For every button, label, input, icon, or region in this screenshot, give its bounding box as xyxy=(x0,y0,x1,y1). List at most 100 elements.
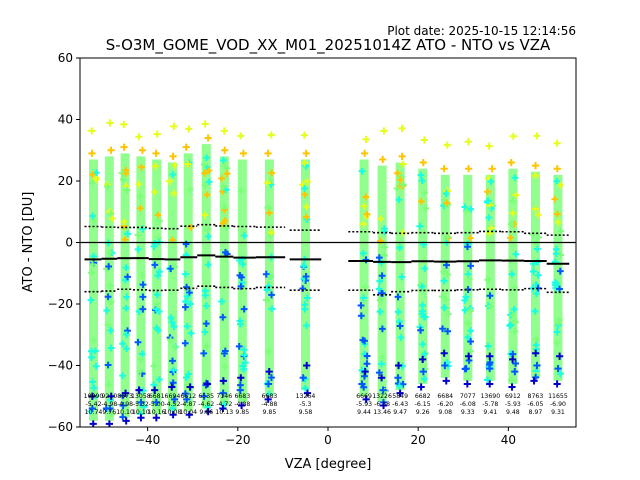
data-point xyxy=(303,203,310,211)
data-point xyxy=(363,352,371,360)
data-point xyxy=(137,355,145,363)
data-point xyxy=(171,343,179,351)
data-point xyxy=(511,318,519,325)
bin-stat-n: 6669 xyxy=(356,393,372,400)
data-point xyxy=(124,273,131,281)
data-point xyxy=(92,362,100,370)
vza-bin-15 xyxy=(416,136,430,391)
data-point xyxy=(268,374,275,381)
vza-bin-3 xyxy=(134,133,148,422)
data-point xyxy=(151,188,158,196)
data-point xyxy=(360,202,368,210)
data-point xyxy=(443,199,451,207)
data-point xyxy=(267,272,275,280)
bin-stat-n: 8673 xyxy=(117,393,133,400)
data-point xyxy=(394,308,402,316)
bin-stat-m: -6.43 xyxy=(392,401,408,408)
vza-bin-4 xyxy=(150,130,163,422)
outlier-point xyxy=(88,404,96,413)
x-tick-label: 40 xyxy=(501,433,516,447)
bin-stat-s: 9.44 xyxy=(357,409,371,416)
data-point xyxy=(182,374,190,381)
bin-core xyxy=(89,159,99,421)
data-point xyxy=(442,190,450,197)
data-point xyxy=(557,181,564,189)
data-point xyxy=(134,231,142,239)
bin-stat-m: -5.93 xyxy=(356,401,372,408)
data-point xyxy=(554,210,561,218)
outlier-point xyxy=(302,149,310,157)
data-point xyxy=(240,365,248,373)
bin-core xyxy=(183,153,193,412)
data-point xyxy=(375,369,383,377)
data-point xyxy=(169,404,177,412)
outlier-point xyxy=(88,392,96,400)
outlier-point xyxy=(137,414,145,422)
data-point xyxy=(395,196,403,204)
data-point xyxy=(268,169,276,177)
data-point xyxy=(154,234,162,242)
data-point xyxy=(557,227,565,235)
data-point xyxy=(268,291,275,299)
bin-stat-m: -4.87 xyxy=(180,401,196,408)
bin-stat-m: -4.88 xyxy=(234,401,250,408)
outlier-point xyxy=(394,361,403,370)
outlier-point xyxy=(122,417,130,425)
bin-stat-n: 6694 xyxy=(165,393,181,400)
outlier-point xyxy=(237,132,245,140)
data-point xyxy=(556,267,564,275)
bin-stat-m: -5.32 xyxy=(133,401,149,408)
data-point xyxy=(122,264,130,272)
y-tick-label: 0 xyxy=(65,236,73,250)
data-point xyxy=(181,339,189,347)
data-point xyxy=(90,384,98,392)
data-point xyxy=(183,283,190,291)
outlier-point xyxy=(465,352,473,360)
outlier-point xyxy=(204,134,212,142)
data-point xyxy=(88,354,95,361)
data-point xyxy=(139,281,147,289)
vza-bin-12 xyxy=(357,135,371,403)
data-point xyxy=(512,360,520,367)
outlier-point xyxy=(511,368,519,376)
vza-bin-7 xyxy=(200,120,213,416)
outlier-point xyxy=(361,149,369,157)
data-point xyxy=(105,263,113,270)
vza-bin-2 xyxy=(118,120,131,425)
data-point xyxy=(88,269,95,277)
data-point xyxy=(107,282,115,290)
data-point xyxy=(218,298,226,305)
y-tick-label: 20 xyxy=(58,174,73,188)
data-point xyxy=(442,296,450,303)
data-point xyxy=(182,270,189,278)
data-point xyxy=(394,169,401,177)
bin-stat-n: 5849 xyxy=(392,393,408,400)
outlier-point xyxy=(152,398,160,406)
outlier-point xyxy=(361,368,369,376)
data-point xyxy=(134,338,142,346)
data-point xyxy=(509,209,517,217)
x-tick-label: −40 xyxy=(135,433,160,447)
outlier-point xyxy=(185,125,193,133)
data-point xyxy=(153,291,161,299)
data-point xyxy=(170,323,178,330)
outlier-point xyxy=(107,146,115,154)
data-point xyxy=(511,327,519,335)
data-point xyxy=(119,340,127,348)
x-axis-label: VZA [degree] xyxy=(285,457,372,472)
data-point xyxy=(238,273,245,281)
vza-bin-13 xyxy=(375,127,389,410)
data-point xyxy=(138,272,146,279)
data-point xyxy=(104,361,112,369)
bin-stat-s: 9.85 xyxy=(235,409,249,416)
data-point xyxy=(150,362,158,370)
data-point xyxy=(484,197,492,205)
data-point xyxy=(300,262,308,270)
data-point xyxy=(532,281,540,289)
data-point xyxy=(268,305,276,313)
data-point xyxy=(221,363,229,370)
outlier-point xyxy=(553,380,561,388)
data-point xyxy=(223,224,230,232)
bin-stat-m: -6.20 xyxy=(437,401,453,408)
bin-core xyxy=(120,153,130,418)
